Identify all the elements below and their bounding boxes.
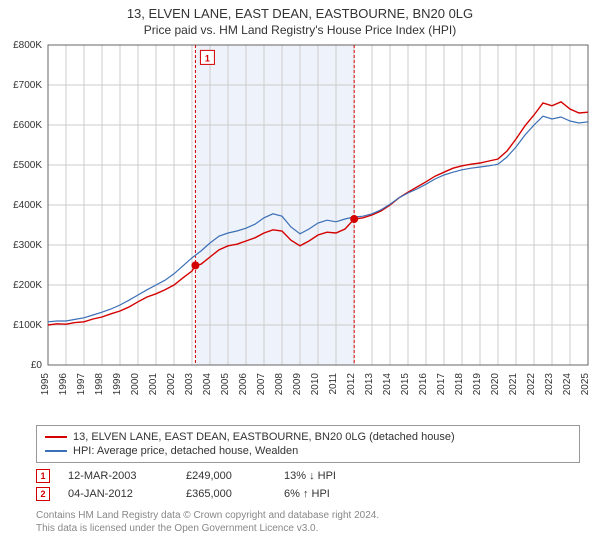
- y-tick-label: £300K: [13, 240, 42, 251]
- sale-marker-dot: [191, 261, 199, 269]
- legend-swatch: [45, 450, 67, 452]
- x-tick-label: 2023: [544, 373, 555, 396]
- legend-row: 13, ELVEN LANE, EAST DEAN, EASTBOURNE, B…: [45, 430, 571, 444]
- legend-label: HPI: Average price, detached house, Weal…: [73, 445, 298, 457]
- sales-table: 1 12-MAR-2003 £249,000 13% ↓ HPI 2 04-JAN-201…: [36, 467, 580, 503]
- x-tick-label: 2017: [436, 373, 447, 396]
- y-tick-label: £100K: [13, 320, 42, 331]
- x-tick-label: 2012: [346, 373, 357, 396]
- x-tick-label: 2013: [364, 373, 375, 396]
- x-tick-label: 2025: [580, 373, 591, 396]
- y-tick-label: £500K: [13, 160, 42, 171]
- legend-swatch: [45, 436, 67, 438]
- sale-marker-ref: 2: [36, 487, 50, 501]
- x-tick-label: 1995: [40, 373, 51, 396]
- footer-note: Contains HM Land Registry data © Crown c…: [36, 509, 580, 535]
- sale-marker-dot: [350, 215, 358, 223]
- legend-label: 13, ELVEN LANE, EAST DEAN, EASTBOURNE, B…: [73, 431, 455, 443]
- x-tick-label: 1999: [112, 373, 123, 396]
- sale-price: £365,000: [186, 488, 266, 500]
- sale-date: 04-JAN-2012: [68, 488, 168, 500]
- x-tick-label: 2008: [274, 373, 285, 396]
- x-tick-label: 2024: [562, 373, 573, 396]
- x-tick-label: 2016: [418, 373, 429, 396]
- x-tick-label: 2000: [130, 373, 141, 396]
- x-tick-label: 2021: [508, 373, 519, 396]
- x-tick-label: 2022: [526, 373, 537, 396]
- sale-row: 2 04-JAN-2012 £365,000 6% ↑ HPI: [36, 485, 580, 503]
- sale-marker-ref: 1: [36, 469, 50, 483]
- title-line2: Price paid vs. HM Land Registry's House …: [10, 23, 590, 37]
- y-tick-label: £0: [31, 360, 43, 371]
- footer-line2: This data is licensed under the Open Gov…: [36, 522, 580, 535]
- x-tick-label: 2003: [184, 373, 195, 396]
- chart-title-block: 13, ELVEN LANE, EAST DEAN, EASTBOURNE, B…: [0, 0, 600, 39]
- price-chart-svg: £0 £100K £200K £300K £400K £500K £600K £700K £80…: [0, 39, 600, 419]
- y-tick-label: £600K: [13, 120, 42, 131]
- sale-date: 12-MAR-2003: [68, 470, 168, 482]
- x-tick-label: 2010: [310, 373, 321, 396]
- legend-row: HPI: Average price, detached house, Weal…: [45, 444, 571, 458]
- y-tick-label: £700K: [13, 80, 42, 91]
- x-tick-label: 2006: [238, 373, 249, 396]
- x-tick-label: 2011: [328, 373, 339, 395]
- sale-row: 1 12-MAR-2003 £249,000 13% ↓ HPI: [36, 467, 580, 485]
- x-tick-label: 2020: [490, 373, 501, 396]
- x-tick-label: 1997: [76, 373, 87, 396]
- x-tick-label: 1996: [58, 373, 69, 396]
- chart-container: £0 £100K £200K £300K £400K £500K £600K £700K £80…: [0, 39, 600, 419]
- sale-delta: 13% ↓ HPI: [284, 470, 374, 482]
- sale-marker-id: 1: [205, 53, 210, 63]
- title-line1: 13, ELVEN LANE, EAST DEAN, EASTBOURNE, B…: [10, 6, 590, 21]
- y-tick-label: £200K: [13, 280, 42, 291]
- x-tick-label: 2005: [220, 373, 231, 396]
- x-tick-label: 2018: [454, 373, 465, 396]
- footer-line1: Contains HM Land Registry data © Crown c…: [36, 509, 580, 522]
- x-tick-label: 2019: [472, 373, 483, 396]
- x-tick-label: 2004: [202, 373, 213, 396]
- x-tick-label: 2015: [400, 373, 411, 396]
- sale-price: £249,000: [186, 470, 266, 482]
- y-tick-label: £400K: [13, 200, 42, 211]
- x-tick-label: 2009: [292, 373, 303, 396]
- x-tick-label: 2014: [382, 373, 393, 396]
- legend: 13, ELVEN LANE, EAST DEAN, EASTBOURNE, B…: [36, 425, 580, 463]
- x-tick-label: 2002: [166, 373, 177, 396]
- x-tick-label: 1998: [94, 373, 105, 396]
- x-tick-label: 2007: [256, 373, 267, 396]
- sale-delta: 6% ↑ HPI: [284, 488, 374, 500]
- x-tick-label: 2001: [148, 373, 159, 396]
- y-tick-label: £800K: [13, 40, 42, 51]
